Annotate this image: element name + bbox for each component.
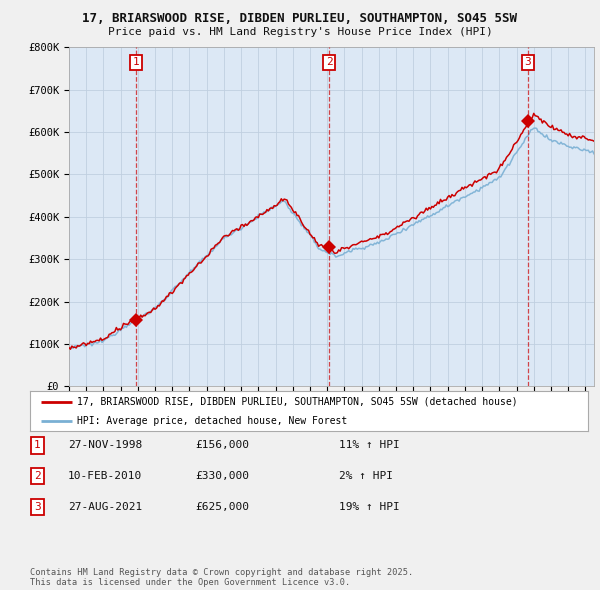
Text: 19% ↑ HPI: 19% ↑ HPI [339,502,400,512]
Text: 3: 3 [524,57,531,67]
Text: Contains HM Land Registry data © Crown copyright and database right 2025.
This d: Contains HM Land Registry data © Crown c… [30,568,413,587]
Text: 27-NOV-1998: 27-NOV-1998 [68,441,142,450]
Text: 1: 1 [133,57,140,67]
Text: 27-AUG-2021: 27-AUG-2021 [68,502,142,512]
Text: £625,000: £625,000 [195,502,249,512]
Text: 2: 2 [34,471,41,481]
Text: 17, BRIARSWOOD RISE, DIBDEN PURLIEU, SOUTHAMPTON, SO45 5SW: 17, BRIARSWOOD RISE, DIBDEN PURLIEU, SOU… [83,12,517,25]
Text: £330,000: £330,000 [195,471,249,481]
Text: 1: 1 [34,441,41,450]
Text: Price paid vs. HM Land Registry's House Price Index (HPI): Price paid vs. HM Land Registry's House … [107,27,493,37]
Text: £156,000: £156,000 [195,441,249,450]
Text: 10-FEB-2010: 10-FEB-2010 [68,471,142,481]
Text: 17, BRIARSWOOD RISE, DIBDEN PURLIEU, SOUTHAMPTON, SO45 5SW (detached house): 17, BRIARSWOOD RISE, DIBDEN PURLIEU, SOU… [77,397,518,407]
Text: 11% ↑ HPI: 11% ↑ HPI [339,441,400,450]
Text: 2% ↑ HPI: 2% ↑ HPI [339,471,393,481]
Text: 3: 3 [34,502,41,512]
Text: 2: 2 [326,57,332,67]
Text: HPI: Average price, detached house, New Forest: HPI: Average price, detached house, New … [77,416,347,425]
